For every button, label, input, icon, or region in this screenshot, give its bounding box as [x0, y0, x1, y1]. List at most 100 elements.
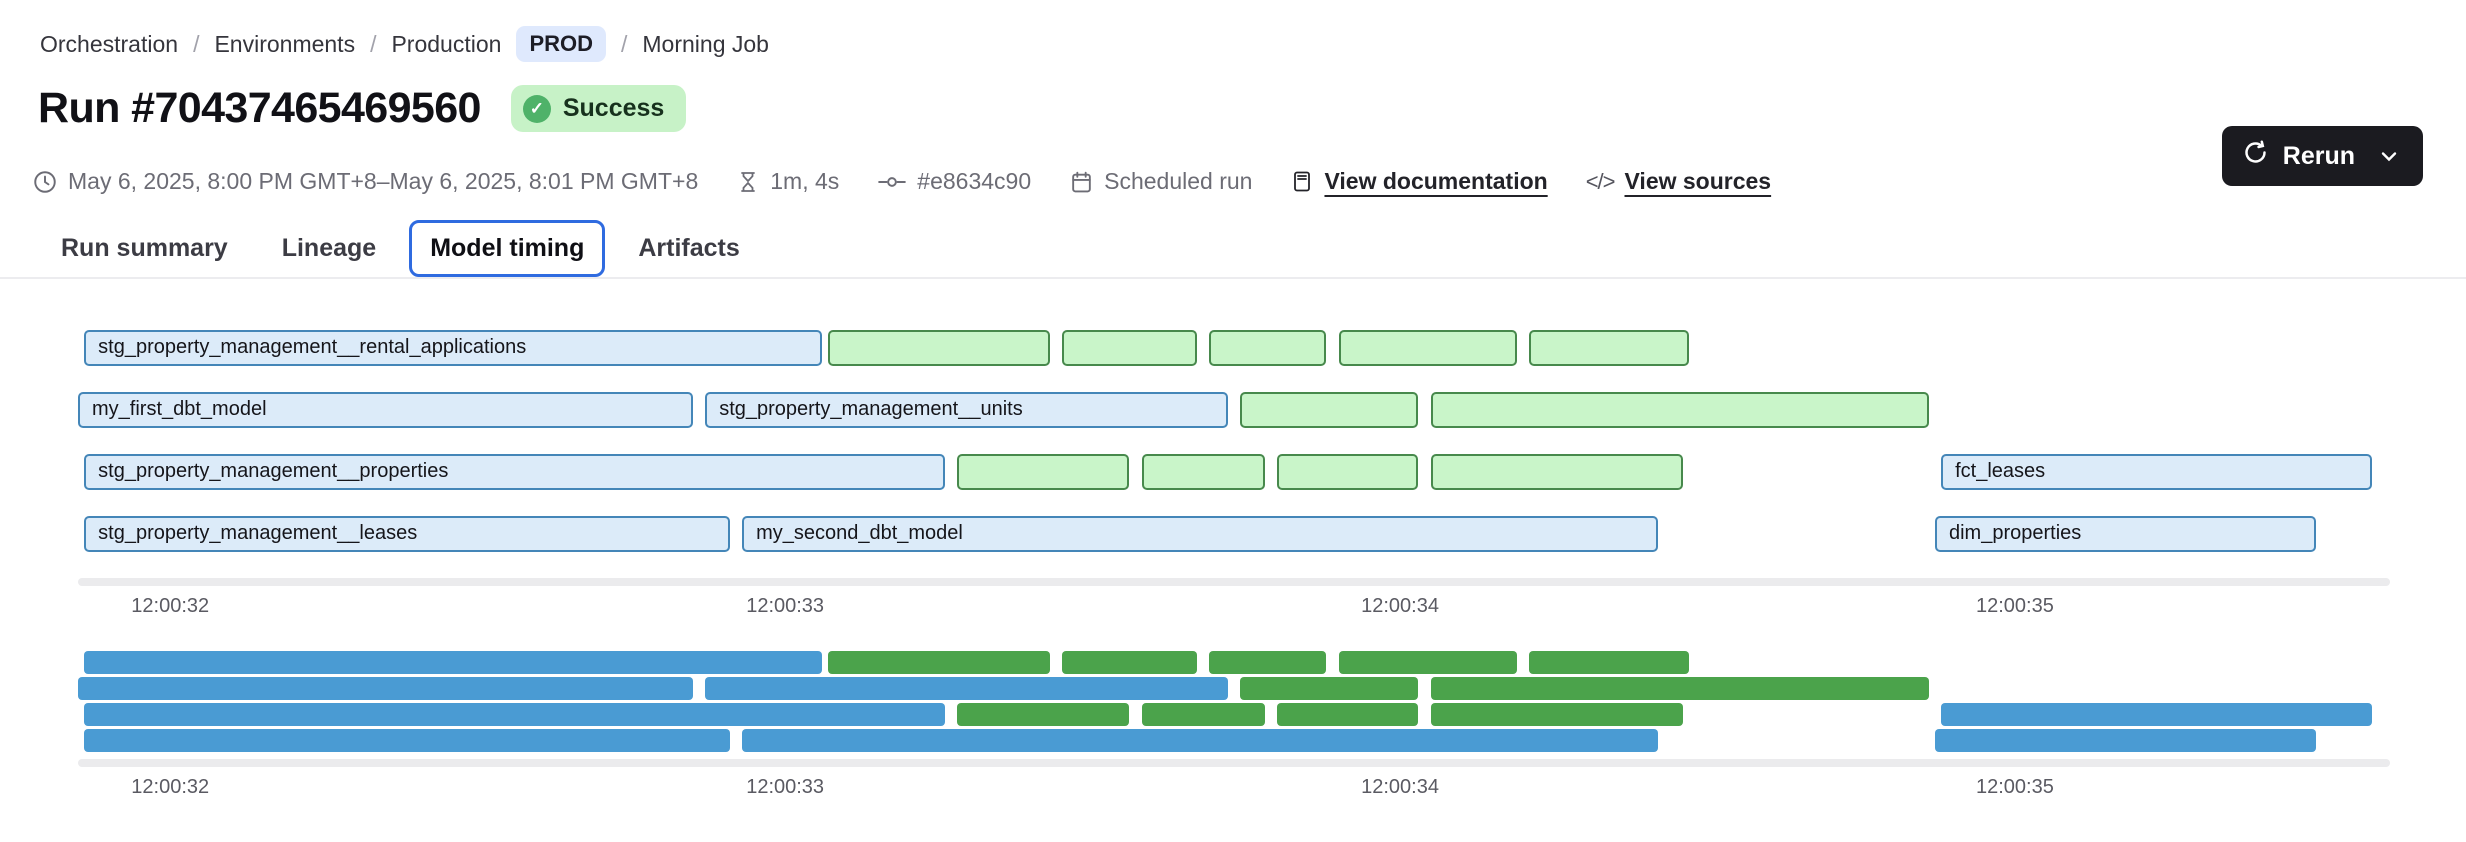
gantt-bar-stg_property_management__leases[interactable]: stg_property_management__leases	[84, 516, 730, 552]
breadcrumb-production[interactable]: Production	[391, 30, 502, 57]
run-trigger: Scheduled run	[1069, 168, 1252, 195]
gantt-bar-stg_property_management__rental_applications[interactable]: stg_property_management__rental_applicat…	[84, 330, 822, 366]
minimap-bar-my_second_dbt_model[interactable]	[742, 729, 1659, 752]
gantt-bar-my_first_dbt_model[interactable]: my_first_dbt_model	[78, 392, 693, 428]
clock-icon	[32, 169, 58, 195]
model-timing-minimap[interactable]: 12:00:32 12:00:33 12:00:34 12:00:35	[78, 651, 2390, 802]
minimap-row	[78, 729, 2390, 752]
time-axis: 12:00:32 12:00:33 12:00:34 12:00:35	[78, 595, 2390, 621]
view-sources[interactable]: </> View sources	[1586, 168, 1771, 195]
breadcrumb-orchestration[interactable]: Orchestration	[40, 30, 179, 57]
gantt-row: stg_property_management__leases my_second…	[78, 516, 2390, 552]
code-icon: </>	[1585, 168, 1616, 194]
gantt-row: stg_property_management__properties fct_l…	[78, 454, 2390, 490]
horizontal-scrollbar[interactable]	[78, 578, 2390, 586]
minimap-row	[78, 703, 2390, 726]
run-duration: 1m, 4s	[736, 168, 839, 195]
minimap-bar[interactable]	[1430, 677, 1929, 700]
minimap-bar[interactable]	[1338, 651, 1517, 674]
axis-tick-label: 12:00:32	[131, 776, 210, 798]
status-badge: ✓ Success	[510, 85, 687, 132]
model-timing-gantt: stg_property_management__rental_applicat…	[78, 330, 2390, 621]
minimap-bar-stg_property_management__leases[interactable]	[84, 729, 730, 752]
time-axis: 12:00:32 12:00:33 12:00:34 12:00:35	[78, 776, 2390, 802]
view-sources-link[interactable]: View sources	[1624, 168, 1772, 194]
axis-tick-label: 12:00:33	[746, 776, 825, 798]
gantt-bar[interactable]	[1529, 330, 1689, 366]
gantt-row: stg_property_management__rental_applicat…	[78, 330, 2390, 366]
gantt-bar[interactable]	[1277, 454, 1419, 490]
calendar-icon	[1069, 169, 1094, 195]
minimap-bar[interactable]	[1209, 651, 1327, 674]
view-documentation[interactable]: View documentation	[1290, 168, 1548, 195]
minimap-bar[interactable]	[1240, 677, 1419, 700]
tab-artifacts[interactable]: Artifacts	[638, 234, 740, 262]
breadcrumb-environments[interactable]: Environments	[214, 30, 356, 57]
gantt-row: my_first_dbt_model stg_property_managemen…	[78, 392, 2390, 428]
breadcrumb-separator: /	[621, 30, 628, 57]
minimap-bar[interactable]	[1430, 703, 1683, 726]
tab-run-summary[interactable]: Run summary	[61, 234, 228, 262]
minimap-bar-stg_property_management__units[interactable]	[705, 677, 1228, 700]
minimap-row	[78, 677, 2390, 700]
gantt-bar-fct_leases[interactable]: fct_leases	[1941, 454, 2372, 490]
axis-tick-label: 12:00:34	[1361, 595, 1439, 617]
breadcrumb-separator: /	[370, 30, 377, 57]
minimap-bar[interactable]	[1141, 703, 1265, 726]
minimap-bar-stg_property_management__properties[interactable]	[84, 703, 945, 726]
documentation-icon	[1290, 168, 1314, 195]
gantt-bar[interactable]	[1141, 454, 1265, 490]
minimap-bar-fct_leases[interactable]	[1941, 703, 2372, 726]
minimap-bar-dim_properties[interactable]	[1934, 729, 2317, 752]
chevron-down-icon	[2377, 144, 2401, 168]
tab-model-timing[interactable]: Model timing	[409, 220, 606, 277]
gantt-bar[interactable]	[1430, 392, 1929, 428]
tab-lineage[interactable]: Lineage	[281, 234, 377, 262]
view-documentation-link[interactable]: View documentation	[1324, 168, 1548, 194]
axis-tick-label: 12:00:35	[1975, 595, 2054, 617]
status-label: Success	[562, 94, 665, 122]
axis-tick-label: 12:00:34	[1361, 776, 1439, 798]
horizontal-scrollbar[interactable]	[78, 759, 2390, 767]
minimap-bar[interactable]	[1529, 651, 1689, 674]
breadcrumb-separator: /	[193, 30, 200, 57]
environment-badge: PROD	[516, 26, 606, 62]
minimap-bar[interactable]	[1061, 651, 1198, 674]
gantt-bar[interactable]	[957, 454, 1130, 490]
gantt-bar-stg_property_management__units[interactable]: stg_property_management__units	[705, 392, 1228, 428]
axis-tick-label: 12:00:32	[131, 595, 210, 617]
gantt-bar[interactable]	[1430, 454, 1683, 490]
rerun-label: Rerun	[2282, 141, 2355, 170]
minimap-bar-stg_property_management__rental_applications[interactable]	[84, 651, 822, 674]
minimap-bar-my_first_dbt_model[interactable]	[78, 677, 693, 700]
refresh-icon	[2242, 139, 2269, 173]
gantt-bar-dim_properties[interactable]: dim_properties	[1934, 516, 2317, 552]
run-commit: #e8634c90	[877, 168, 1031, 195]
gantt-bar[interactable]	[1061, 330, 1198, 366]
minimap-bar[interactable]	[828, 651, 1050, 674]
minimap-bar[interactable]	[957, 703, 1130, 726]
tab-bar: Run summary Lineage Model timing Artifac…	[40, 220, 761, 277]
page-title: Run #70437465469560	[38, 84, 481, 132]
rerun-button[interactable]: Rerun	[2221, 126, 2423, 186]
gantt-bar[interactable]	[1338, 330, 1517, 366]
breadcrumb: Orchestration / Environments / Productio…	[40, 26, 769, 62]
hourglass-icon	[736, 169, 760, 195]
commit-hash-label: #e8634c90	[917, 168, 1032, 194]
gantt-bar-stg_property_management__properties[interactable]: stg_property_management__properties	[84, 454, 945, 490]
gantt-bar[interactable]	[828, 330, 1050, 366]
axis-tick-label: 12:00:33	[746, 595, 825, 617]
tabs-divider	[0, 277, 2466, 279]
gantt-bar[interactable]	[1240, 392, 1419, 428]
duration-label: 1m, 4s	[770, 168, 840, 194]
breadcrumb-morning-job[interactable]: Morning Job	[642, 30, 769, 57]
run-meta-row: May 6, 2025, 8:00 PM GMT+8–May 6, 2025, …	[32, 168, 1771, 195]
trigger-label: Scheduled run	[1104, 168, 1253, 194]
title-row: Run #70437465469560 ✓ Success	[38, 84, 687, 133]
success-check-icon: ✓	[522, 94, 551, 123]
run-time-range: May 6, 2025, 8:00 PM GMT+8–May 6, 2025, …	[32, 168, 698, 195]
gantt-bar[interactable]	[1209, 330, 1327, 366]
minimap-bar[interactable]	[1277, 703, 1419, 726]
gantt-bar-my_second_dbt_model[interactable]: my_second_dbt_model	[742, 516, 1659, 552]
